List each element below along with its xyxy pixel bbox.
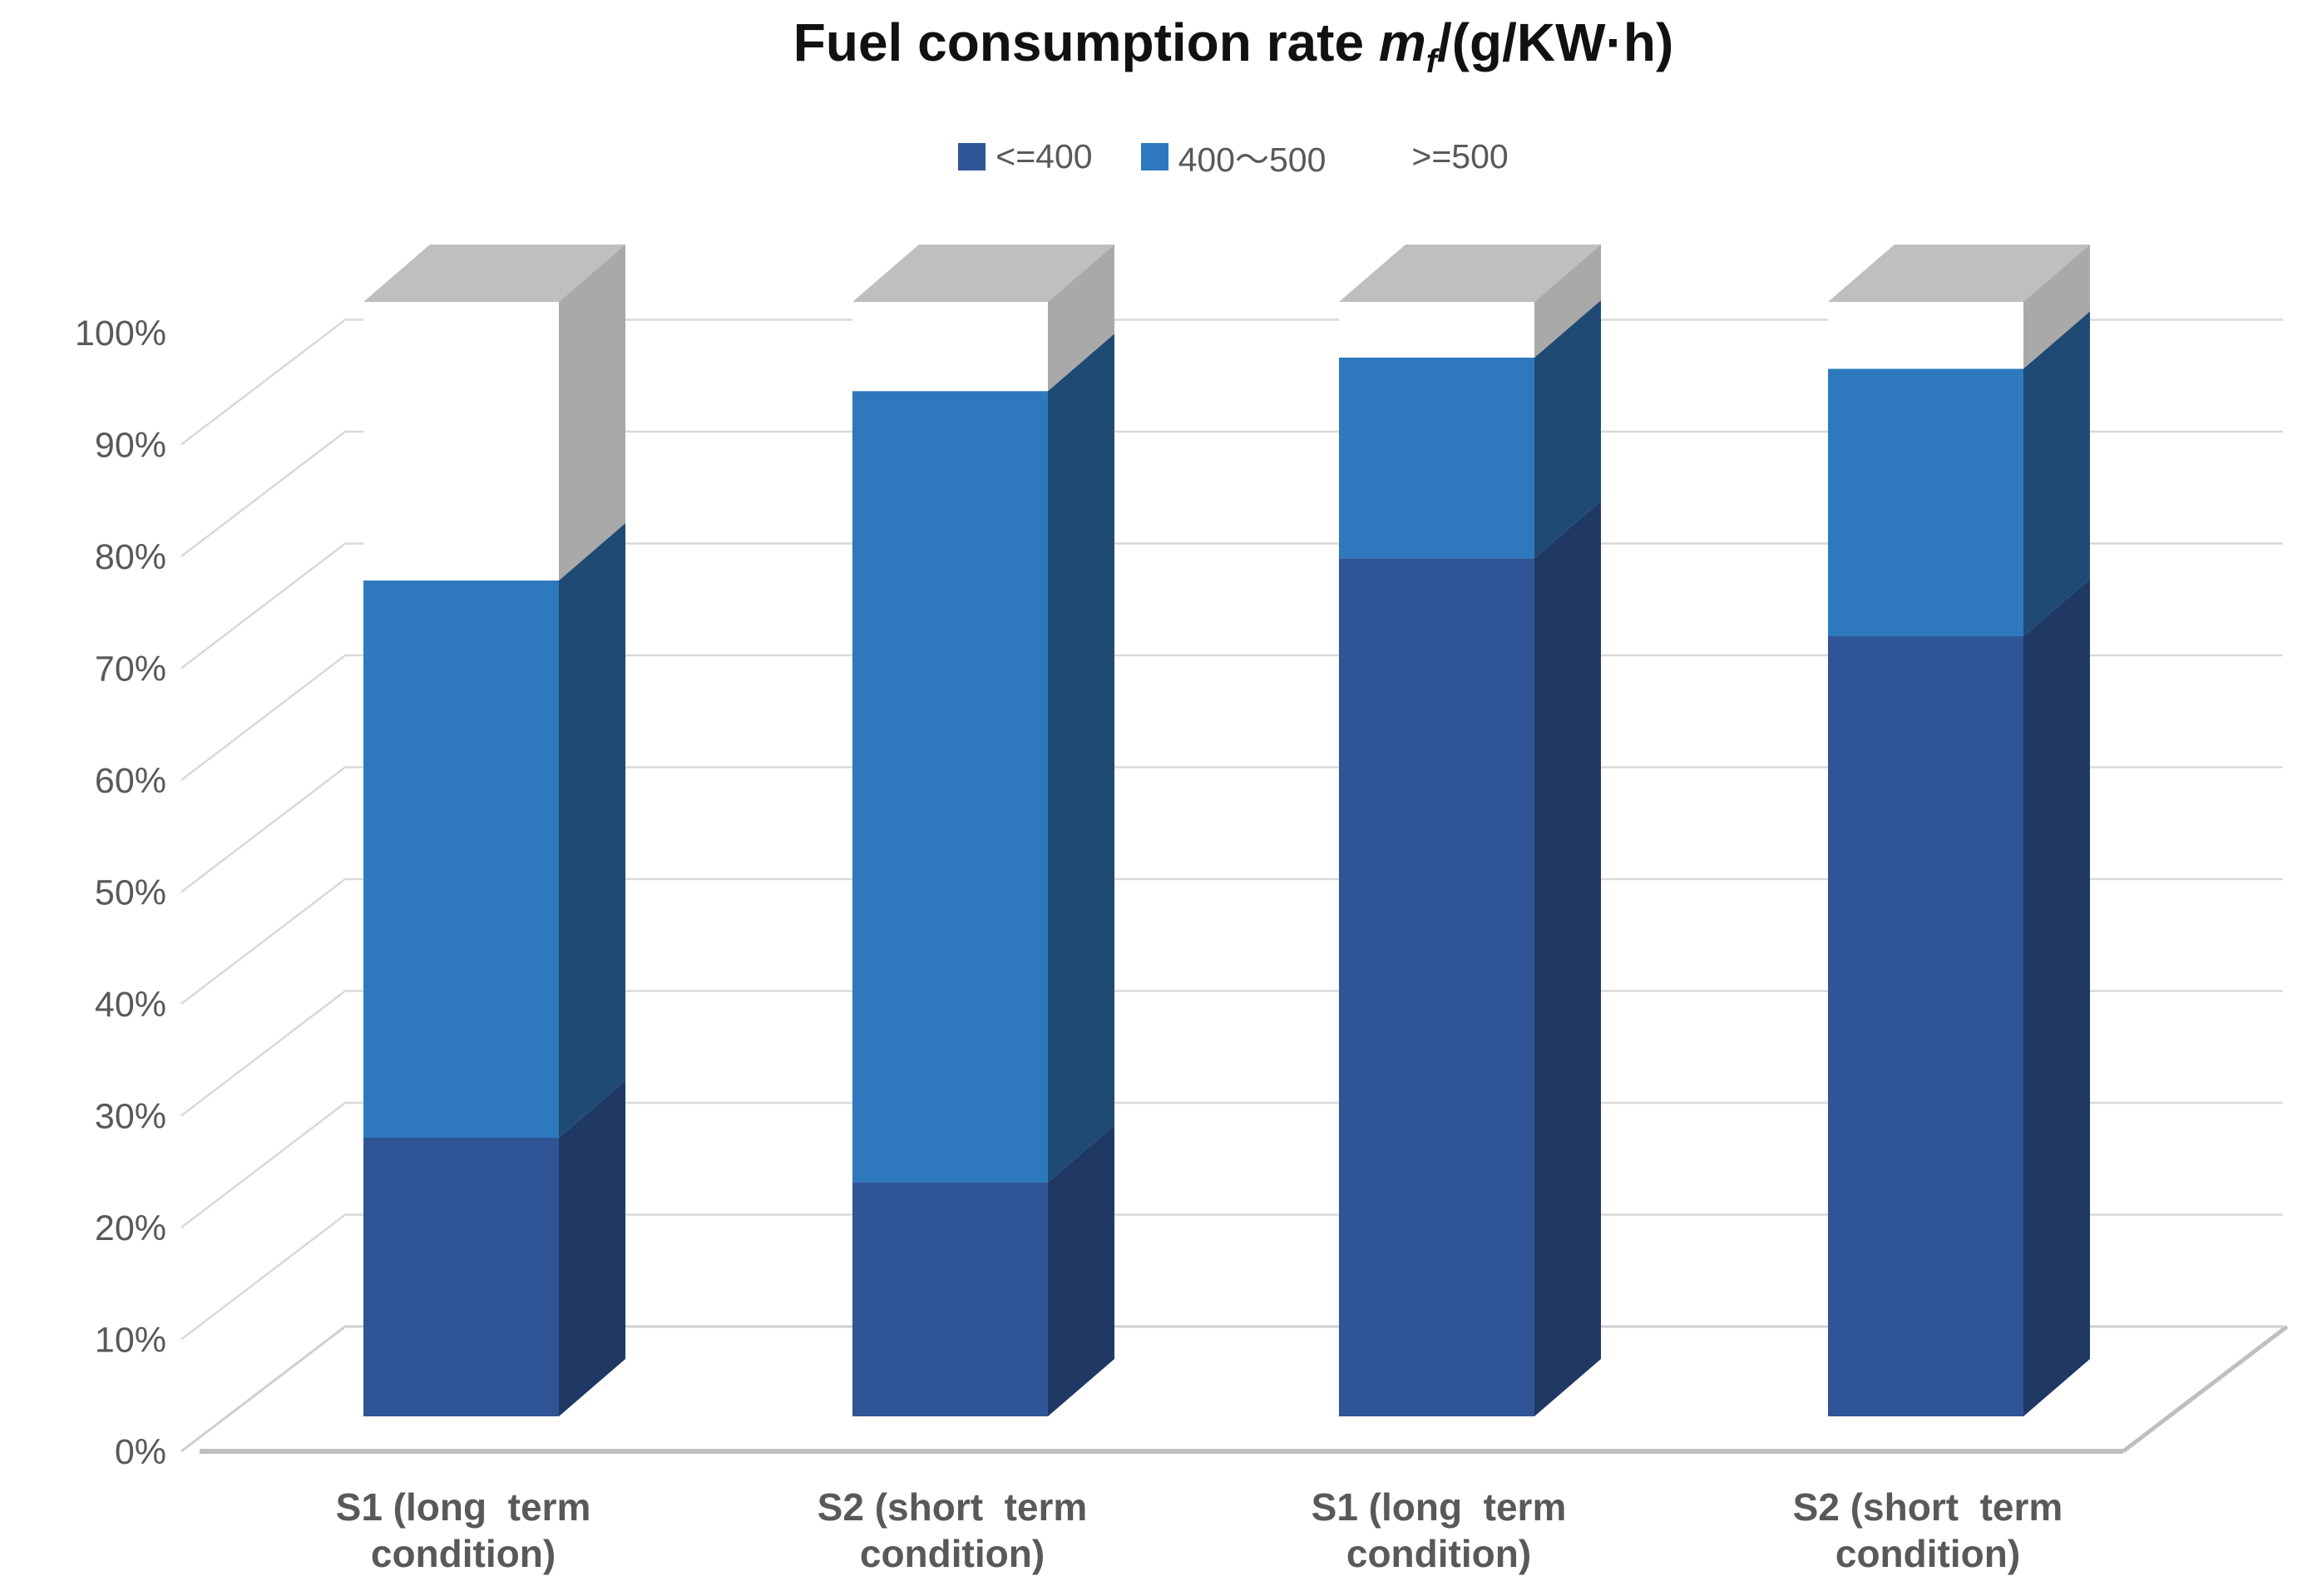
x-axis-label-3: S1 (long term condition) xyxy=(1312,1485,1567,1575)
gridline-60pct xyxy=(180,654,2283,781)
floor-back-edge xyxy=(180,1325,2283,1453)
legend-item-le400[interactable]: <=400 xyxy=(958,136,1093,176)
y-axis-tick-90pct: 90% xyxy=(95,426,166,466)
bar-3-segment-2-side-face xyxy=(1534,300,1601,559)
bar-2-segment-1-front-face xyxy=(852,1182,1048,1416)
x-axis-label-4: S2 (short term condition) xyxy=(1793,1485,2063,1575)
chart-title-math-subscript: f xyxy=(1425,42,1437,80)
y-axis-tick-100pct: 100% xyxy=(75,314,166,353)
bar-1-segment-3-front-face xyxy=(363,302,559,581)
y-axis-tick-70pct: 70% xyxy=(95,650,166,689)
legend-item-ge500[interactable]: >=500 xyxy=(1374,136,1509,176)
bar-3-segment-1-front-face xyxy=(1339,558,1534,1417)
y-axis-tick-60pct: 60% xyxy=(95,761,166,801)
legend-item-400-500[interactable]: 400～500 xyxy=(1140,131,1326,181)
bar-2-segment-2-side-face xyxy=(1048,334,1114,1183)
bar-4-segment-1-front-face xyxy=(1828,636,2023,1416)
bar-2-segment-2-front-face xyxy=(852,391,1048,1183)
bar-2-segment-3-side-face xyxy=(1048,245,1114,392)
bar-4-segment-3-front-face xyxy=(1828,302,2023,369)
legend-swatch-le400 xyxy=(958,142,986,170)
legend-label-le400: <=400 xyxy=(995,136,1093,175)
x-axis-label-1: S1 (long term condition) xyxy=(336,1485,591,1575)
bar-4-top-face xyxy=(1828,245,2090,302)
legend-swatch-400-500 xyxy=(1140,142,1168,170)
chart-title-math-symbol: m xyxy=(1378,12,1426,72)
x-axis-label-2: S2 (short term condition) xyxy=(818,1485,1088,1575)
bar-1-top-face xyxy=(363,245,625,302)
bar-1-segment-3-side-face xyxy=(559,245,625,581)
gridline-10pct xyxy=(180,1213,2283,1341)
bar-4-segment-1-side-face xyxy=(2023,579,2090,1416)
bar-1-segment-2-front-face xyxy=(363,581,559,1138)
bar-3-segment-1-side-face xyxy=(1534,501,1601,1417)
chart-title: Fuel consumption rate mf/(g/KW·h) xyxy=(183,12,2284,78)
bar-3-segment-3-side-face xyxy=(1534,245,1601,358)
bar-2-segment-3-front-face xyxy=(852,302,1048,392)
legend: <=400 400～500 >=500 xyxy=(183,131,2284,181)
floor-right-edge xyxy=(2122,1325,2289,1453)
bar-3-segment-3-front-face xyxy=(1339,302,1534,358)
chart-title-units: /(g/KW·h) xyxy=(1436,12,1674,72)
bar-4-segment-3-side-face xyxy=(2023,245,2090,369)
gridline-20pct xyxy=(180,1101,2283,1228)
bar-3-segment-2-front-face xyxy=(1339,358,1534,559)
legend-label-ge500: >=500 xyxy=(1411,136,1509,175)
legend-swatch-ge500 xyxy=(1374,142,1402,170)
bar-3-top-face xyxy=(1339,245,1601,302)
bar-1-segment-1-front-face xyxy=(363,1138,559,1416)
y-axis-tick-0pct: 0% xyxy=(115,1432,166,1472)
gridline-70pct xyxy=(180,542,2283,670)
bar-1-segment-2-side-face xyxy=(559,523,625,1138)
bar-4-segment-2-front-face xyxy=(1828,368,2023,636)
y-axis-tick-50pct: 50% xyxy=(95,873,166,913)
bar-1-segment-1-side-face xyxy=(559,1080,625,1416)
bar-2-segment-1-side-face xyxy=(1048,1124,1114,1416)
y-axis-tick-20pct: 20% xyxy=(95,1208,166,1248)
y-axis-tick-30pct: 30% xyxy=(95,1097,166,1137)
y-axis-tick-10pct: 10% xyxy=(95,1321,166,1361)
chart-title-text: Fuel consumption rate xyxy=(793,12,1379,72)
y-axis-tick-40pct: 40% xyxy=(95,985,166,1025)
gridline-30pct xyxy=(180,990,2283,1117)
legend-label-400-500: 400～500 xyxy=(1178,141,1326,179)
bar-2-top-face xyxy=(852,245,1114,302)
gridline-50pct xyxy=(180,766,2283,893)
gridline-90pct xyxy=(180,319,2283,446)
gridline-80pct xyxy=(180,430,2283,557)
bar-4-segment-2-side-face xyxy=(2023,311,2090,636)
gridline-40pct xyxy=(180,877,2283,1005)
y-axis-tick-80pct: 80% xyxy=(95,537,166,577)
